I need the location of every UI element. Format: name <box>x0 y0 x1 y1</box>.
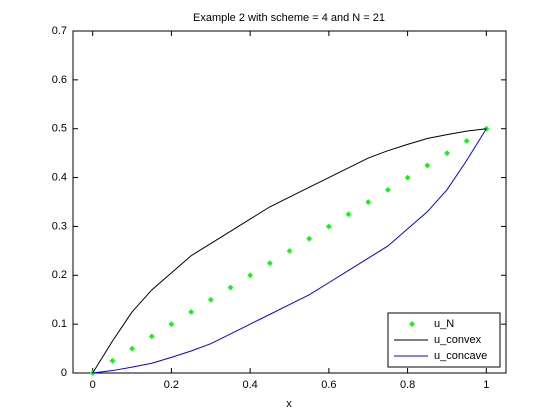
legend-label: u_N <box>434 318 454 330</box>
x-tick-label: 0.6 <box>321 379 336 391</box>
marker <box>385 186 391 193</box>
x-axis-label: x <box>286 398 292 410</box>
marker <box>266 260 273 266</box>
x-tick-label: 0 <box>90 379 96 391</box>
x-tick-label: 0.4 <box>242 379 257 391</box>
marker <box>306 235 313 242</box>
marker <box>188 309 194 315</box>
marker <box>345 211 352 218</box>
y-tick-label: 0 <box>61 367 67 379</box>
y-tick-label: 0.2 <box>52 269 67 281</box>
series-line <box>92 128 487 374</box>
marker <box>109 357 116 364</box>
marker <box>227 284 234 291</box>
marker <box>404 174 411 181</box>
marker <box>326 223 332 230</box>
marker <box>365 199 372 205</box>
marker <box>207 296 214 303</box>
y-tick-label: 0.4 <box>52 171 67 183</box>
y-tick-label: 0.6 <box>52 74 67 86</box>
y-tick-label: 0.5 <box>52 123 67 135</box>
marker <box>168 321 175 327</box>
marker <box>247 272 253 279</box>
chart-title: Example 2 with scheme = 4 and N = 21 <box>193 12 385 24</box>
x-tick-label: 0.8 <box>400 379 415 391</box>
legend-label: u_convex <box>434 334 482 346</box>
y-tick-label: 0.1 <box>52 318 67 330</box>
legend-label: u_concave <box>434 350 487 362</box>
x-tick-label: 0.2 <box>164 379 179 391</box>
marker <box>444 150 450 156</box>
y-tick-label: 0.3 <box>52 220 67 232</box>
marker <box>463 138 470 144</box>
marker <box>424 162 431 169</box>
marker <box>129 345 135 352</box>
legend-marker <box>409 321 415 327</box>
x-tick-label: 1 <box>483 379 489 391</box>
marker <box>286 248 293 254</box>
series-line <box>92 128 487 374</box>
marker <box>148 333 155 340</box>
y-tick-label: 0.7 <box>52 25 67 37</box>
